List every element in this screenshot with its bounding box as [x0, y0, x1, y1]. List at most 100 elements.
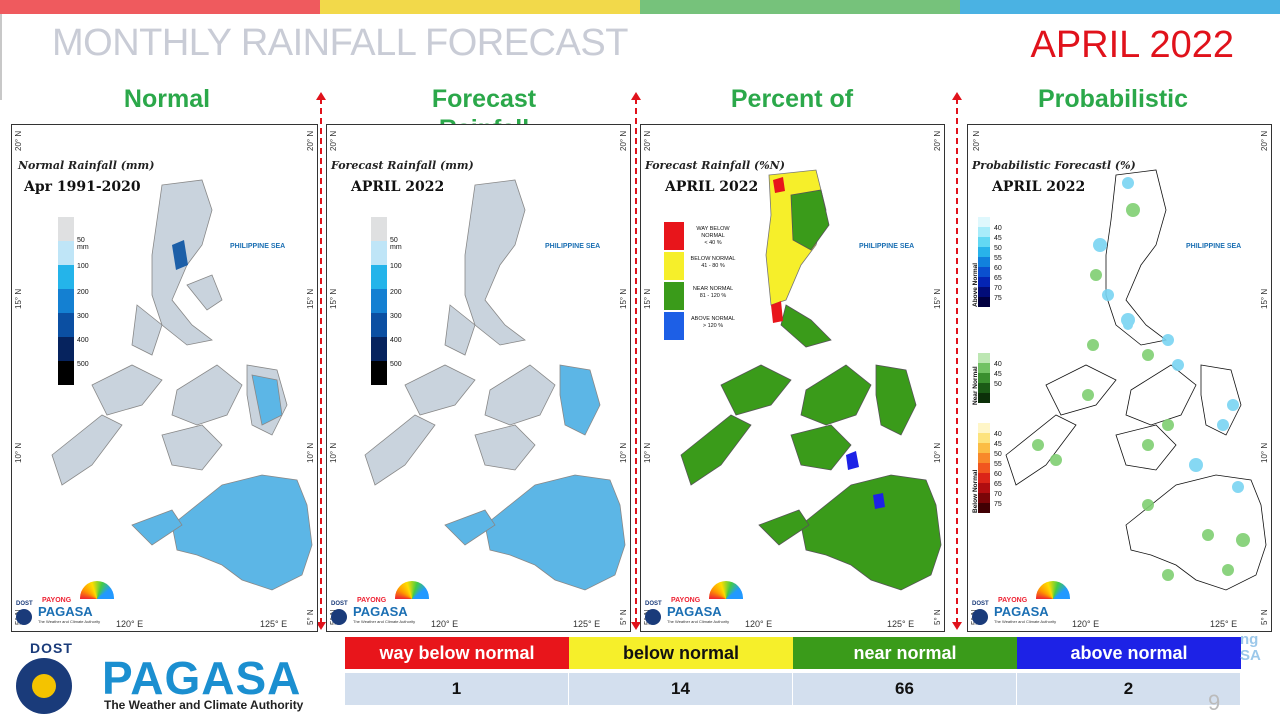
philippines-map-normal: [51, 179, 313, 591]
legend-label: NEAR NORMAL: [692, 286, 734, 292]
lat-label: 15° N: [933, 288, 942, 309]
lat-label: 20° N: [1260, 130, 1269, 151]
legend-value: 55: [994, 255, 1002, 262]
percent-legend: WAY BELOW NORMAL < 40 % BELOW NORMAL 41 - …: [664, 222, 740, 342]
lat-label: 5° N: [619, 609, 628, 625]
legend-value: 75: [994, 295, 1002, 302]
rainfall-legend: 50 mm 100 200 300 400 500: [58, 217, 89, 385]
legend-value: 45: [994, 441, 1002, 448]
lon-label: 120° E: [116, 619, 144, 629]
value-below: 14: [569, 673, 793, 705]
dost-seal-icon: [645, 609, 661, 625]
legend-range: > 120 %: [702, 323, 724, 329]
legend-swatch: [58, 265, 74, 289]
legend-value: 45: [994, 371, 1002, 378]
pagasa-seal-icon: [16, 658, 72, 714]
pagasa-logo: DOST PAGASA The Weather and Climate Auth…: [12, 640, 312, 716]
legend-label: 400: [390, 337, 402, 344]
legend-swatch: [58, 289, 74, 313]
lon-label: 120° E: [745, 619, 773, 629]
umbrella-icon: [395, 581, 429, 599]
heading-normal: Normal: [123, 85, 211, 113]
legend-label: BELOW NORMAL: [690, 256, 736, 262]
legend-swatch: [371, 361, 387, 385]
lat-label: 5° N: [306, 609, 315, 625]
legend-swatch: [371, 241, 387, 265]
mini-pagasa: PAGASA: [667, 604, 722, 619]
map-subtitle: Apr 1991-2020: [24, 179, 141, 195]
percent-legend-way-below: WAY BELOW NORMAL < 40 %: [664, 222, 740, 252]
divider-3: [952, 92, 962, 630]
prob-legend-near: 40 45 50: [978, 353, 1002, 403]
lon-label: 125° E: [573, 619, 601, 629]
stripe-blue: [960, 0, 1280, 14]
legend-label: 300: [390, 313, 402, 320]
value-way-below: 1: [345, 673, 569, 705]
legend-range: 81 - 120 %: [699, 293, 727, 299]
legend-label: 100: [390, 263, 402, 270]
table-value-row: 1 14 66 2: [345, 673, 1241, 705]
top-color-stripe: [0, 0, 1280, 14]
mini-pagasa: PAGASA: [38, 604, 93, 619]
legend-value: 40: [994, 361, 1002, 368]
mini-pagasa: PAGASA: [994, 604, 1049, 619]
legend-swatch: [58, 217, 74, 241]
legend-range: < 40 %: [704, 240, 722, 246]
map-title: Normal Rainfall (mm): [18, 159, 155, 172]
legend-label: 500: [77, 361, 89, 368]
lat-label: 15° N: [14, 288, 23, 309]
page-number: 9: [1208, 690, 1221, 715]
mini-payong: PAYONG: [357, 597, 387, 604]
legend-value: 50: [994, 245, 1002, 252]
lon-label: 120° E: [1072, 619, 1100, 629]
map-title: Probabilistic Forecastl (%): [972, 159, 1136, 172]
legend-label: 400: [77, 337, 89, 344]
legend-swatch: [58, 241, 74, 265]
sea-label: PHILIPPINE SEA: [1186, 243, 1242, 250]
heading-probabilistic: Probabilistic: [1037, 85, 1189, 113]
philippines-map-percent: [680, 169, 942, 591]
legend-swatch-red: [664, 222, 684, 250]
lat-label: 20° N: [972, 130, 981, 151]
dost-seal-icon: [16, 609, 32, 625]
lat-label: 10° N: [306, 442, 315, 463]
philippines-map-forecast: [364, 179, 626, 591]
lat-label: 20° N: [933, 130, 942, 151]
map-subtitle: APRIL 2022: [351, 179, 445, 195]
legend-value: 55: [994, 461, 1002, 468]
sea-label: PHILIPPINE SEA: [230, 243, 286, 250]
percent-legend-above: ABOVE NORMAL > 120 %: [664, 312, 740, 342]
header-way-below: way below normal: [345, 637, 569, 669]
rainfall-legend: 50 mm 100 200 300 400 500: [371, 217, 402, 385]
lon-label: 125° E: [887, 619, 915, 629]
mini-tagline: The Weather and Climate Authority: [667, 619, 730, 624]
lat-label: 10° N: [14, 442, 23, 463]
stripe-yellow: [320, 0, 640, 14]
header-near: near normal: [793, 637, 1017, 669]
lat-label: 15° N: [306, 288, 315, 309]
legend-swatch: [58, 337, 74, 361]
map-subtitle: APRIL 2022: [992, 179, 1086, 195]
mini-tagline: The Weather and Climate Authority: [353, 619, 416, 624]
legend-value: 70: [994, 491, 1002, 498]
legend-label: 50 mm: [390, 237, 402, 251]
legend-swatch: [58, 361, 74, 385]
prob-legend-above: 40 45 50 55 60 65 70 75: [978, 217, 1002, 307]
stripe-red: [0, 0, 320, 14]
map-panel-forecast: Forecast Rainfall (mm) APRIL 2022 PHILIP…: [326, 124, 631, 632]
legend-value: 70: [994, 285, 1002, 292]
heading-percent: Percent of: [730, 85, 854, 113]
legend-value: 45: [994, 235, 1002, 242]
legend-swatch: [371, 337, 387, 361]
pagasa-mini-logo: DOST PAYONG PAGASA The Weather and Clima…: [16, 581, 126, 627]
near-normal-label: Near Normal: [972, 366, 979, 405]
legend-value: 40: [994, 225, 1002, 232]
legend-swatch-green: [664, 282, 684, 310]
prob-legend-below: 40 45 50 55 60 65 70 75: [978, 423, 1002, 513]
lat-label: 10° N: [619, 442, 628, 463]
lat-label: 10° N: [643, 442, 652, 463]
percent-legend-near: NEAR NORMAL 81 - 120 %: [664, 282, 740, 312]
lat-label: 20° N: [329, 130, 338, 151]
legend-value: 65: [994, 481, 1002, 488]
legend-value: 75: [994, 501, 1002, 508]
